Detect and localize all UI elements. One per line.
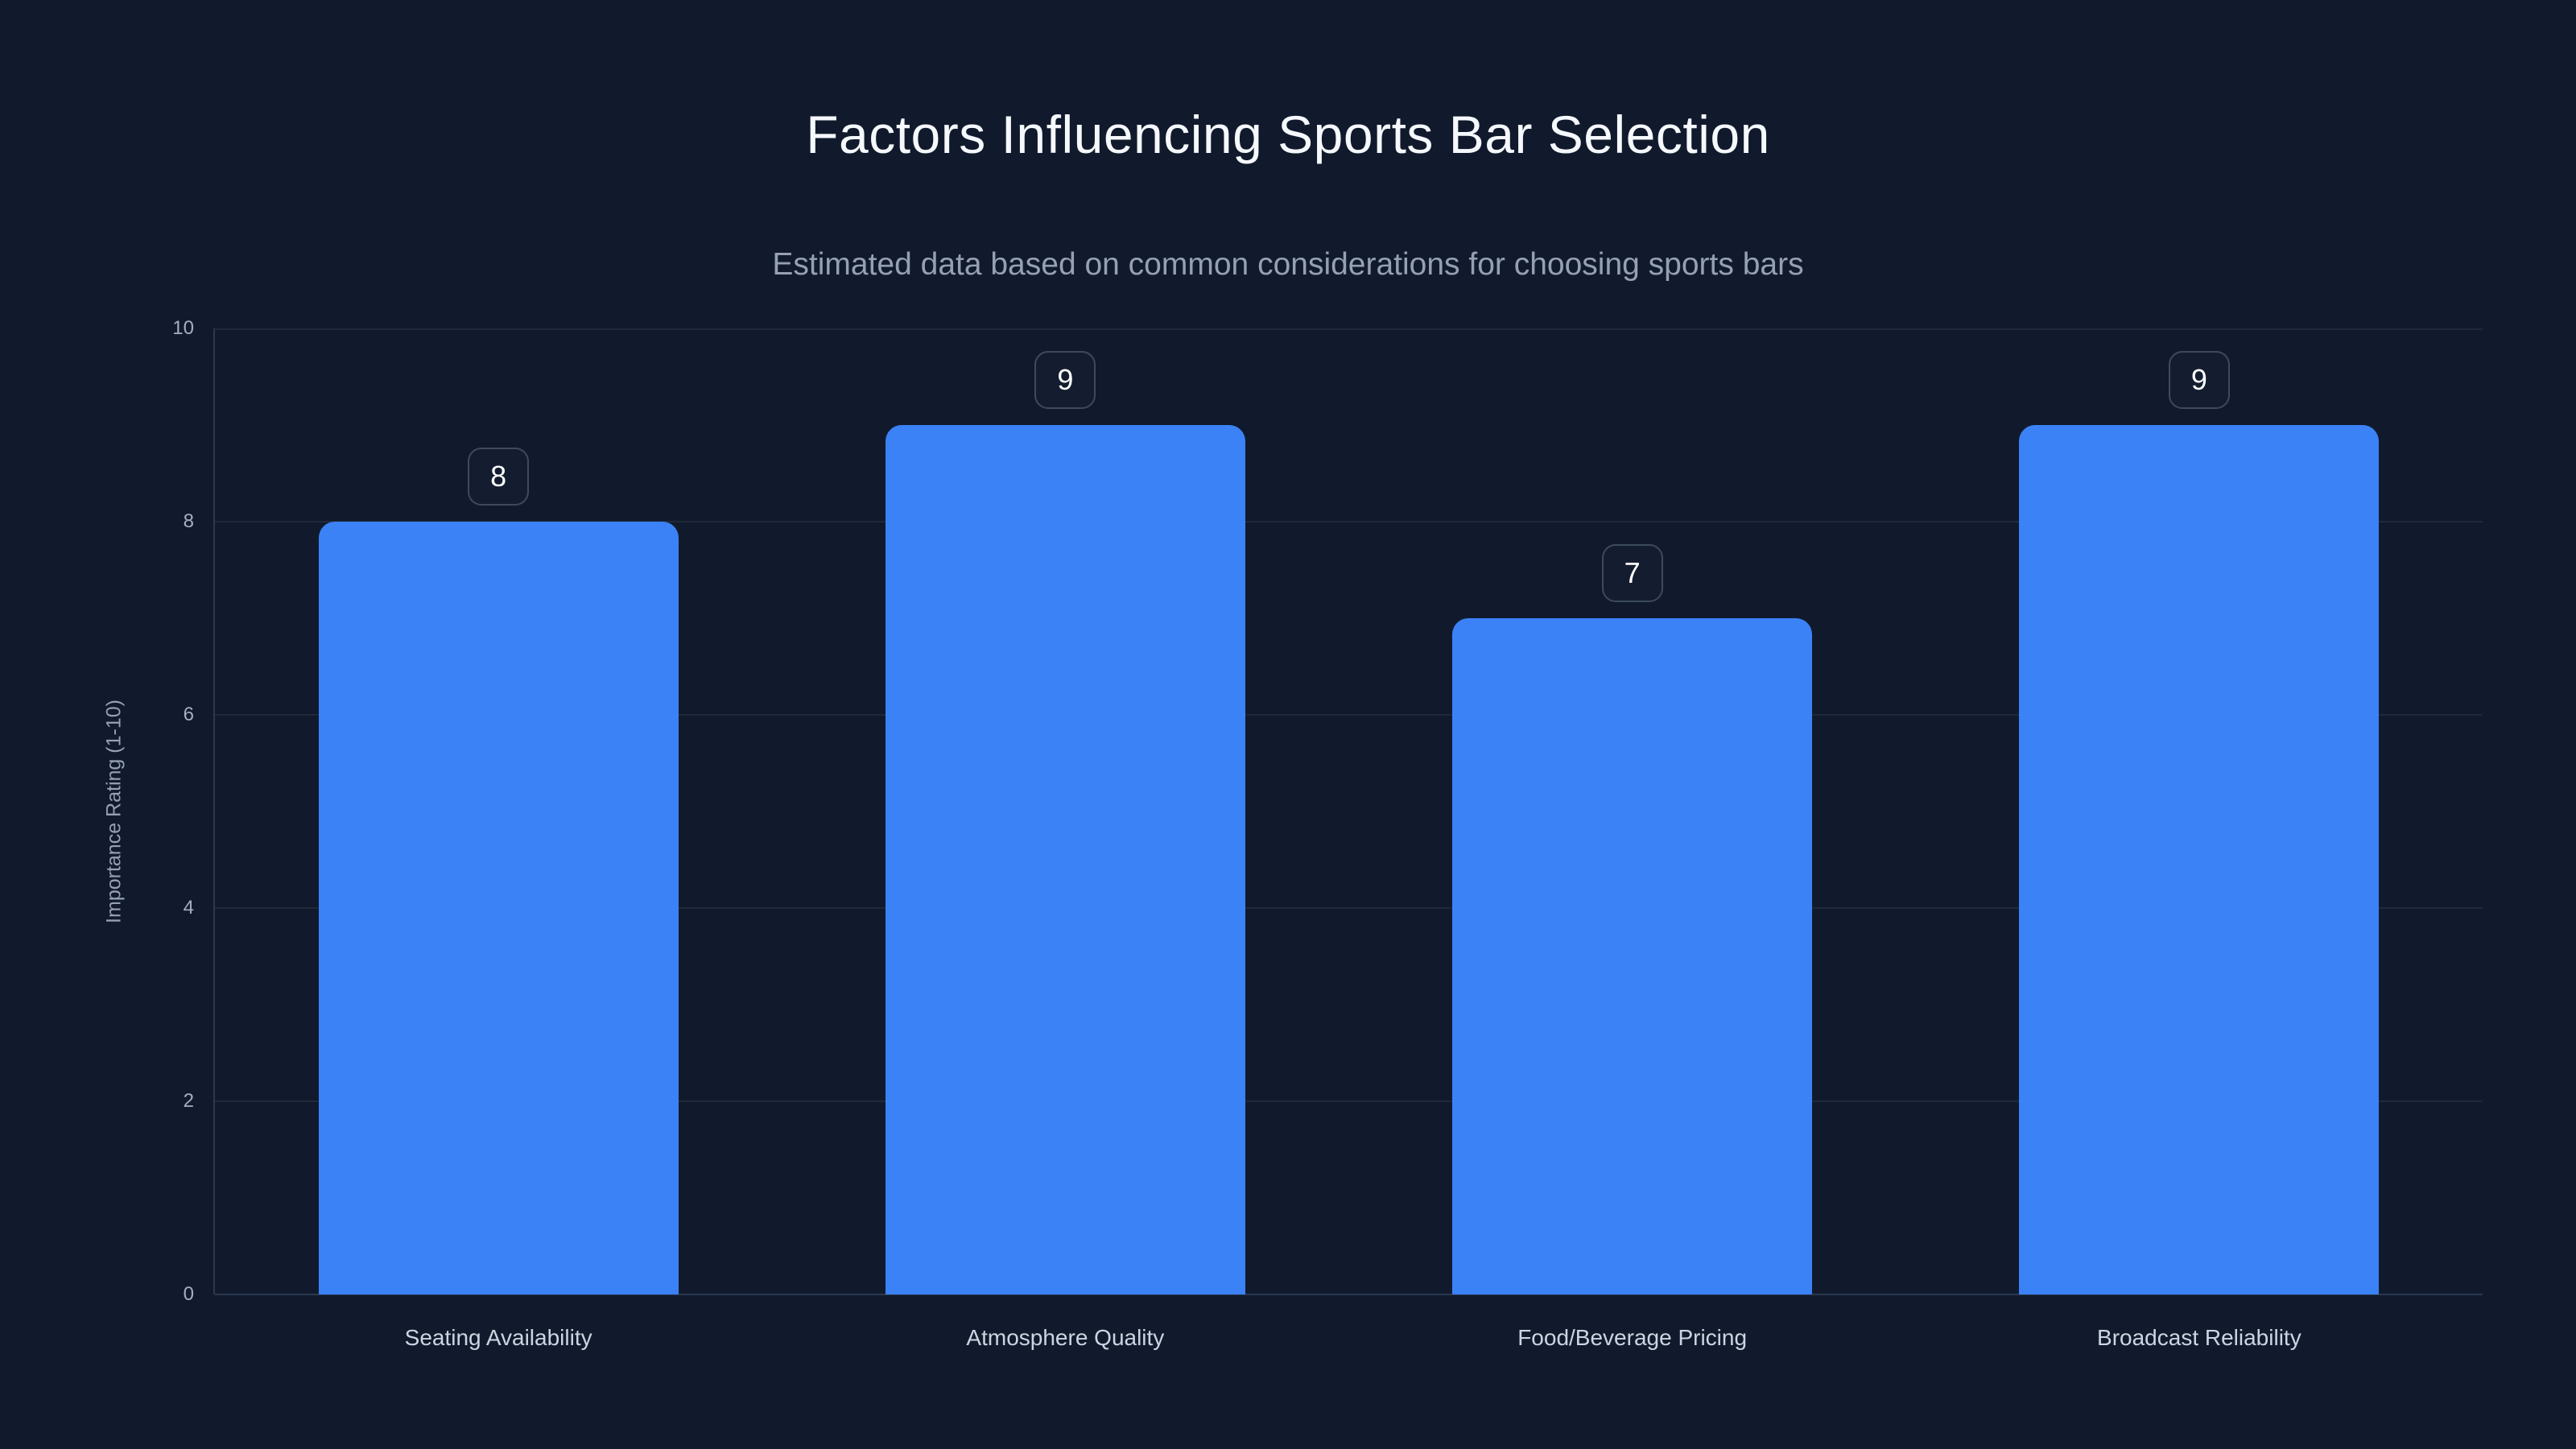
- value-badge: 8: [468, 448, 530, 506]
- bar: [1452, 618, 1813, 1294]
- chart-title: Factors Influencing Sports Bar Selection: [806, 105, 1770, 164]
- value-badge: 7: [1601, 544, 1663, 602]
- value-label: 7: [1624, 556, 1641, 589]
- bar: [885, 425, 1245, 1294]
- gridline: [215, 714, 2483, 716]
- y-tick-label: 8: [183, 510, 194, 532]
- x-category-label: Food/Beverage Pricing: [1517, 1325, 1748, 1350]
- value-label: 9: [1057, 363, 1074, 396]
- gridline: [215, 328, 2483, 330]
- chart-subtitle: Estimated data based on common considera…: [772, 247, 1804, 282]
- plot-area: 0 2 4 6 8 10 8 Seating Availability 9 Atmosphere …: [172, 319, 2483, 1350]
- y-tick-label: 4: [183, 897, 194, 919]
- bar: [318, 522, 679, 1294]
- value-label: 8: [490, 460, 507, 493]
- value-badge: 9: [2168, 351, 2230, 409]
- y-axis-title: Importance Rating (1-10): [102, 700, 126, 923]
- x-category-label: Atmosphere Quality: [966, 1325, 1165, 1350]
- value-badge: 9: [1034, 351, 1096, 409]
- y-tick-label: 10: [172, 317, 194, 339]
- y-tick-label: 2: [183, 1090, 194, 1112]
- x-category-label: Broadcast Reliability: [2097, 1325, 2301, 1350]
- gridline: [215, 1100, 2483, 1102]
- value-label: 9: [2190, 363, 2207, 396]
- y-tick-label: 0: [183, 1283, 194, 1305]
- x-category-label: Seating Availability: [404, 1325, 592, 1350]
- gridline: [215, 521, 2483, 522]
- x-axis-line: [215, 1294, 2483, 1295]
- gridline: [215, 907, 2483, 909]
- y-tick-label: 6: [183, 704, 194, 725]
- bar: [2019, 425, 2380, 1294]
